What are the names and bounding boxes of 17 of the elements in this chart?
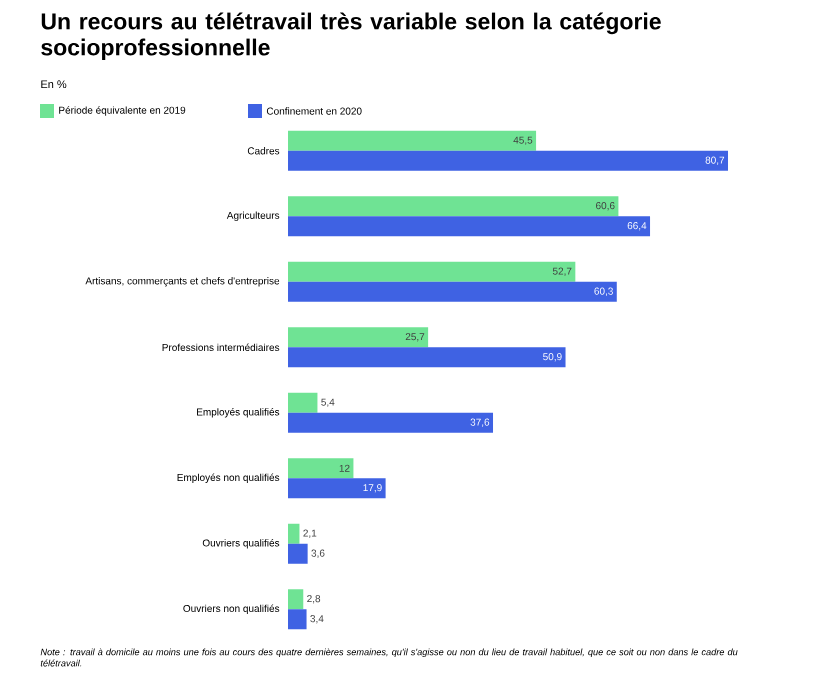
- chart-title: Un recours au télétravail très variable selon la catégorie socioprofessionnelle: [41, 12, 661, 61]
- bar: [288, 392, 318, 413]
- bar: [288, 589, 304, 610]
- bar: [288, 196, 619, 217]
- bar: [288, 261, 576, 282]
- bar: [288, 130, 537, 151]
- bar: [288, 216, 651, 237]
- bar: [288, 523, 300, 544]
- bar: [288, 327, 429, 348]
- bar: [288, 543, 308, 564]
- bar: [288, 458, 354, 479]
- bar: [288, 609, 307, 630]
- bar: [288, 478, 386, 499]
- bar: [288, 150, 729, 171]
- bar: [288, 347, 566, 368]
- bar: [288, 281, 617, 302]
- bar: [288, 412, 494, 433]
